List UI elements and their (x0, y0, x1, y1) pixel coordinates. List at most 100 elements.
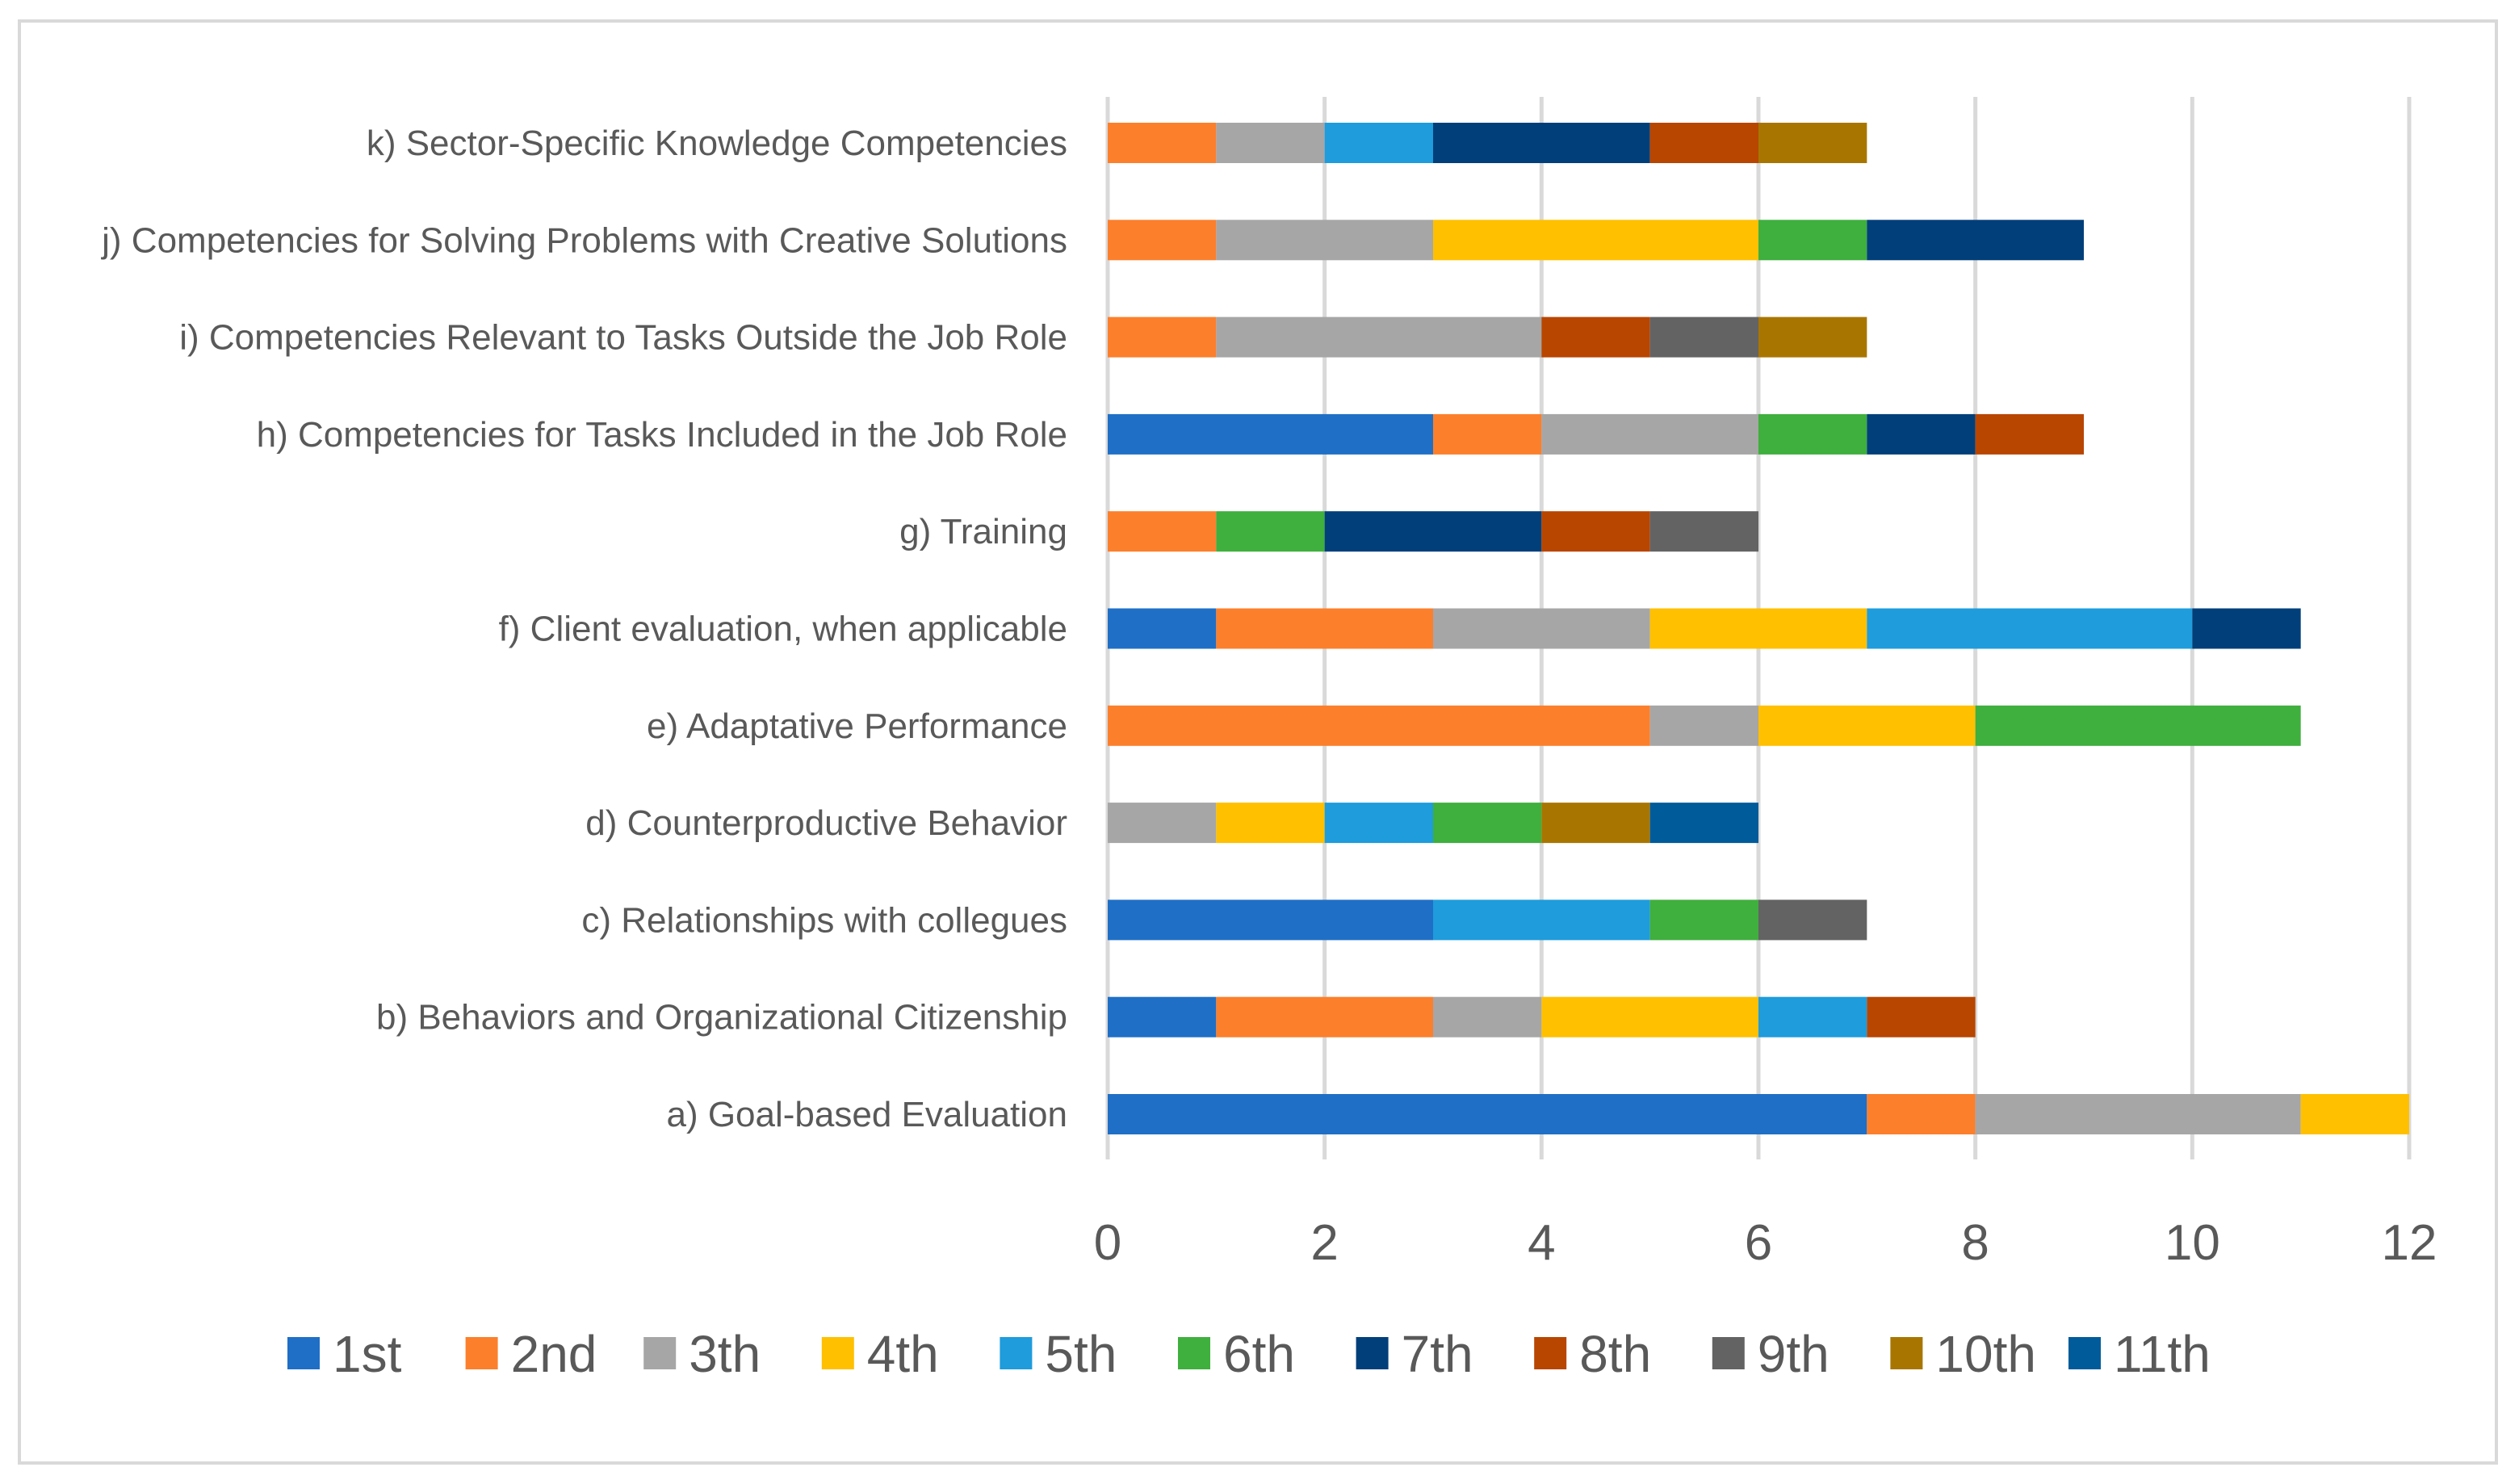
bar-segment (1216, 996, 1433, 1038)
legend-swatch (821, 1337, 854, 1369)
x-tick-label: 2 (1310, 1215, 1338, 1271)
legend-swatch (1356, 1337, 1389, 1369)
bar-segment (1433, 413, 1542, 455)
bar-segment (1758, 317, 1867, 358)
legend-label: 3th (689, 1325, 761, 1383)
bar-segment (1867, 413, 1976, 455)
bar-segment (1108, 413, 1433, 455)
legend-label: 6th (1223, 1325, 1295, 1383)
bar-segment (1541, 803, 1650, 844)
bar-segment (1649, 899, 1758, 941)
bar-segment (1867, 608, 2193, 649)
x-tick-label: 10 (2165, 1215, 2220, 1271)
legend-swatch (287, 1337, 320, 1369)
legend-label: 9th (1758, 1325, 1830, 1383)
bar-segment (1867, 1094, 1976, 1134)
bar-segment (1867, 996, 1976, 1038)
bar-segment (1975, 1094, 2301, 1134)
bar-segment (1108, 996, 1217, 1038)
legend-label: 1st (333, 1325, 402, 1383)
bar-segment (1975, 705, 2301, 746)
bar-segment (1433, 996, 1542, 1038)
bar-segment (1108, 803, 1217, 844)
x-axis-tick-labels: 0 2 4 6 8 10 12 (1094, 1215, 2437, 1271)
bar-segment (1324, 511, 1542, 552)
bar-segment (1433, 608, 1650, 649)
category-label: b) Behaviors and Organizational Citizens… (376, 998, 1067, 1038)
bar-segment (2300, 1094, 2409, 1134)
bar-segment (1433, 123, 1650, 163)
category-label: d) Counterproductive Behavior (585, 803, 1067, 843)
bar-segment (1433, 803, 1542, 844)
legend-label: 7th (1402, 1325, 1473, 1383)
category-label: e) Adaptative Performance (647, 706, 1067, 746)
bar-segment (1649, 705, 1758, 746)
legend-label: 10th (1935, 1325, 2036, 1383)
category-label: k) Sector-Specific Knowledge Competencie… (367, 124, 1067, 163)
bar-segment (1108, 220, 1217, 261)
legend-swatch (465, 1337, 498, 1369)
bar-segment (1649, 803, 1758, 844)
legend-swatch (1000, 1337, 1033, 1369)
category-label: c) Relationships with collegues (581, 900, 1067, 940)
legend-swatch (2068, 1337, 2101, 1369)
legend-swatch (1534, 1337, 1567, 1369)
bar-segment (1758, 413, 1867, 455)
bar-segment (1324, 123, 1433, 163)
bar-segment (1867, 220, 2084, 261)
bar-segment (1758, 123, 1867, 163)
bar-segment (1541, 996, 1758, 1038)
category-label: j) Competencies for Solving Problems wit… (100, 220, 1067, 260)
category-label: a) Goal-based Evaluation (666, 1095, 1067, 1134)
bar-segment (1216, 803, 1325, 844)
legend-swatch (643, 1337, 677, 1369)
bar-segment (1541, 511, 1650, 552)
bar-segment (1433, 220, 1758, 261)
bars (1108, 123, 2409, 1134)
bar-segment (1216, 123, 1325, 163)
x-tick-label: 8 (1961, 1215, 1989, 1271)
category-label: h) Competencies for Tasks Included in th… (257, 415, 1067, 455)
bar-segment (1758, 899, 1867, 941)
category-labels: a) Goal-based Evaluation b) Behaviors and… (100, 124, 1067, 1134)
category-label: f) Client evaluation, when applicable (499, 610, 1067, 649)
legend-swatch (1178, 1337, 1210, 1369)
bar-segment (1541, 317, 1650, 358)
bar-segment (1649, 608, 1867, 649)
bar-segment (1324, 803, 1433, 844)
x-tick-label: 12 (2382, 1215, 2437, 1271)
legend-label: 11th (2114, 1325, 2211, 1383)
x-tick-label: 4 (1528, 1215, 1555, 1271)
bar-segment (1216, 220, 1433, 261)
bar-segment (1541, 413, 1758, 455)
bar-segment (1108, 511, 1217, 552)
legend-label: 2nd (511, 1325, 597, 1383)
legend: 1st 2nd 3th 4th 5th 6th 7th 8th 9th 10th 11th (287, 1325, 2211, 1383)
bar-segment (1975, 413, 2084, 455)
bar-segment (1433, 899, 1650, 941)
category-label: g) Training (899, 512, 1067, 551)
legend-swatch (1890, 1337, 1923, 1369)
bar-segment (1108, 705, 1650, 746)
bar-segment (2192, 608, 2301, 649)
legend-label: 8th (1579, 1325, 1651, 1383)
bar-segment (1108, 317, 1217, 358)
bar-segment (1649, 317, 1758, 358)
bar-segment (1216, 608, 1433, 649)
x-tick-label: 6 (1745, 1215, 1772, 1271)
bar-segment (1649, 123, 1758, 163)
bar-segment (1758, 996, 1867, 1038)
bar-segment (1108, 608, 1217, 649)
x-tick-label: 0 (1094, 1215, 1121, 1271)
category-label: i) Competencies Relevant to Tasks Outsid… (179, 318, 1067, 358)
legend-swatch (1712, 1337, 1745, 1369)
bar-segment (1216, 511, 1325, 552)
bar-segment (1108, 123, 1217, 163)
bar-segment (1216, 317, 1542, 358)
legend-label: 4th (867, 1325, 939, 1383)
bar-segment (1758, 705, 1976, 746)
bar-segment (1758, 220, 1867, 261)
bar-segment (1649, 511, 1758, 552)
legend-label: 5th (1045, 1325, 1117, 1383)
